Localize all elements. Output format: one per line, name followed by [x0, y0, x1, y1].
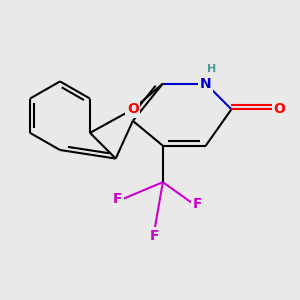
Text: N: N	[200, 76, 212, 91]
Text: F: F	[149, 229, 159, 243]
Text: O: O	[127, 102, 139, 116]
Text: F: F	[192, 196, 202, 211]
Text: F: F	[113, 192, 123, 206]
Text: H: H	[207, 64, 216, 74]
Text: O: O	[274, 102, 285, 116]
